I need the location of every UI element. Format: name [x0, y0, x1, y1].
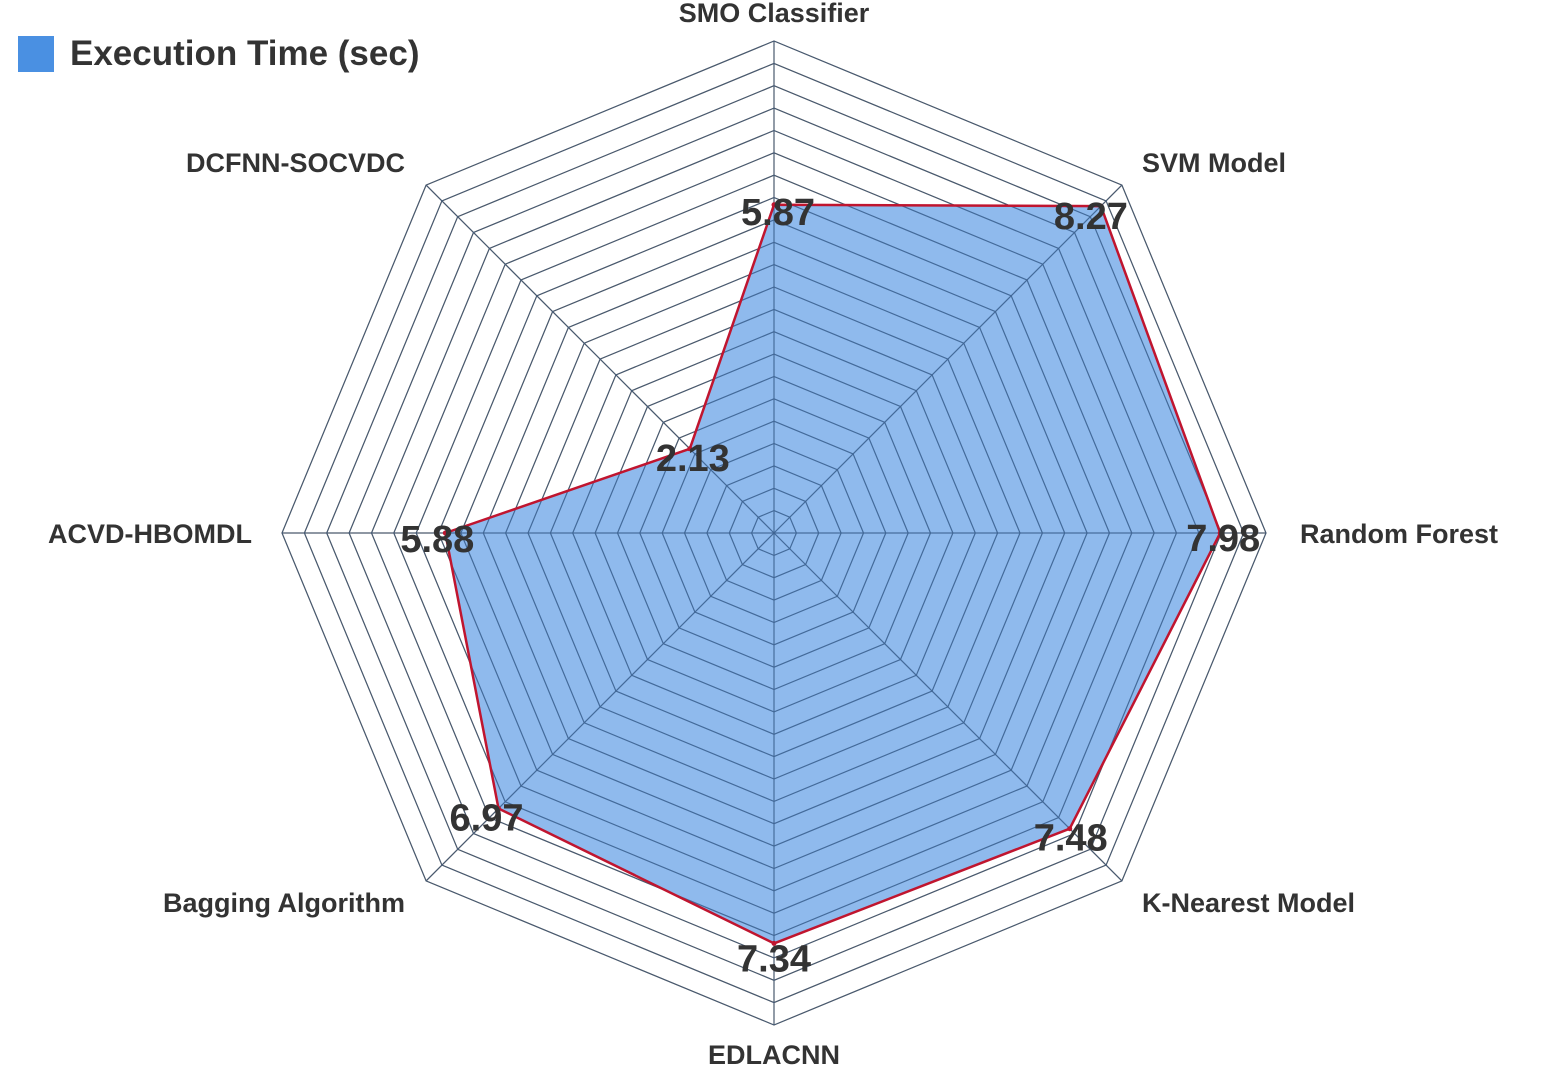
- value-label: 5.87: [741, 192, 815, 234]
- category-label: SVM Model: [1142, 148, 1286, 178]
- value-label: 8.27: [1054, 196, 1128, 238]
- grid-spoke-overlay: [773, 532, 1123, 882]
- data-point[interactable]: [771, 940, 777, 946]
- value-label: 7.98: [1186, 518, 1260, 560]
- series-area: [445, 204, 1221, 944]
- data-point[interactable]: [496, 806, 501, 811]
- data-point[interactable]: [1217, 530, 1223, 536]
- grid-overlay: [281, 40, 1267, 1026]
- legend-swatch: [18, 36, 54, 72]
- category-label: ACVD-HBOMDL: [48, 519, 252, 549]
- data-point[interactable]: [1067, 826, 1073, 832]
- category-label: Random Forest: [1300, 519, 1498, 549]
- data-point[interactable]: [687, 446, 693, 452]
- legend-label: Execution Time (sec): [70, 34, 420, 73]
- radar-series: [281, 40, 1267, 1026]
- category-label: K-Nearest Model: [1142, 888, 1355, 918]
- category-label: Bagging Algorithm: [163, 888, 405, 918]
- category-label: SMO Classifier: [679, 0, 870, 28]
- grid-spoke-overlay: [425, 532, 775, 882]
- value-labels: 5.87 8.27 7.98 7.48 7.34 6.97 5.88 2.13: [400, 192, 1260, 981]
- legend[interactable]: Execution Time (sec): [18, 34, 419, 74]
- grid-spoke-overlay: [425, 184, 775, 534]
- value-label: 7.48: [1034, 818, 1108, 860]
- value-label: 5.88: [400, 519, 474, 561]
- category-label: DCFNN-SOCVDC: [186, 148, 405, 178]
- data-point[interactable]: [771, 202, 777, 208]
- data-point[interactable]: [1098, 203, 1104, 209]
- grid-spoke-overlay: [773, 184, 1123, 534]
- category-labels: SMO Classifier SVM Model Random Forest K-Ne…: [48, 0, 1498, 1066]
- category-label: EDLACNN: [708, 1040, 840, 1066]
- value-label: 2.13: [656, 438, 730, 480]
- value-label: 6.97: [450, 798, 524, 840]
- data-point[interactable]: [442, 530, 448, 536]
- value-label: 7.34: [737, 938, 811, 980]
